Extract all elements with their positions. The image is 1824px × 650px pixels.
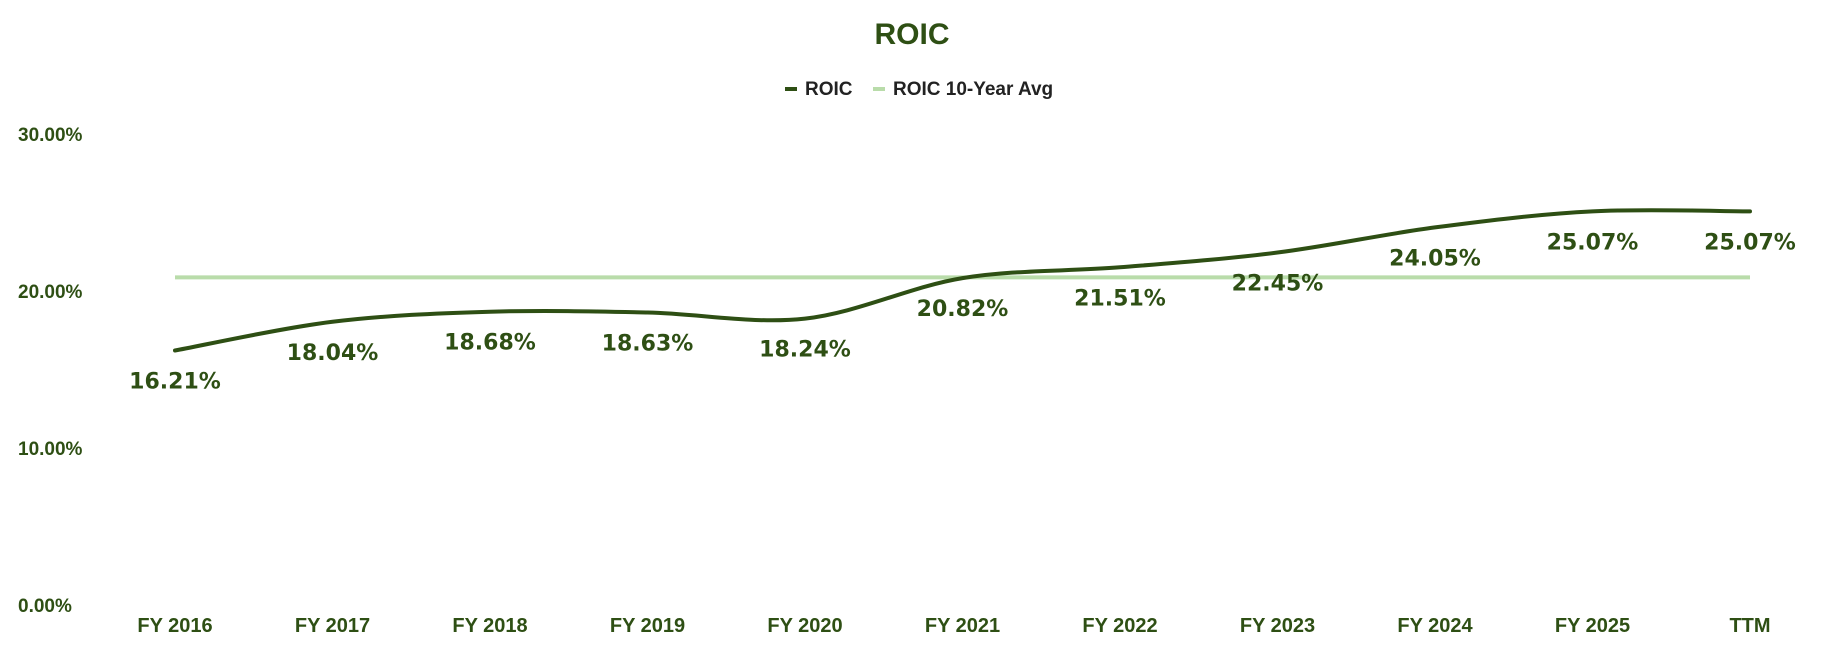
x-tick-label: FY 2020 <box>767 615 842 637</box>
y-tick-label: 30.00% <box>18 125 83 146</box>
roic-line <box>173 208 1752 353</box>
y-axis: 0.00% 10.00% 20.00% 30.00% <box>18 125 83 617</box>
roic-data-label: 18.24% <box>759 338 851 363</box>
roic-data-label: 18.63% <box>602 332 694 357</box>
x-tick-label: FY 2019 <box>610 615 685 637</box>
y-tick-label: 20.00% <box>18 282 83 303</box>
x-tick-label: FY 2016 <box>137 615 212 637</box>
roic-series-layer <box>173 208 1752 353</box>
data-labels: 16.21% 18.04% 18.68% 18.63% 18.24% 20.82% 21.5… <box>129 230 1796 394</box>
roic-data-label: 16.21% <box>129 370 221 395</box>
y-tick-label: 10.00% <box>18 439 83 460</box>
x-tick-label: FY 2022 <box>1082 615 1157 637</box>
roic-data-label: 25.07% <box>1547 230 1639 255</box>
y-tick-label: 0.00% <box>18 596 72 617</box>
legend-label-roic: ROIC <box>805 79 853 100</box>
x-tick-label: FY 2025 <box>1555 615 1630 637</box>
x-tick-label: TTM <box>1729 615 1770 637</box>
legend-label-avg: ROIC 10-Year Avg <box>893 79 1053 100</box>
roic-data-label: 24.05% <box>1389 246 1481 271</box>
roic-data-label: 20.82% <box>917 297 1009 322</box>
x-tick-label: FY 2021 <box>925 615 1000 637</box>
x-tick-label: FY 2024 <box>1397 615 1473 637</box>
roic-data-label: 18.68% <box>444 331 536 356</box>
roic-data-label: 18.04% <box>287 341 379 366</box>
x-tick-label: FY 2017 <box>295 615 370 637</box>
x-tick-label: FY 2018 <box>452 615 527 637</box>
legend: ROIC ROIC 10-Year Avg <box>785 79 1053 100</box>
roic-data-label: 25.07% <box>1704 230 1796 255</box>
x-tick-label: FY 2023 <box>1240 615 1315 637</box>
roic-data-label: 21.51% <box>1074 286 1166 311</box>
chart-title: ROIC <box>875 18 950 51</box>
roic-data-label: 22.45% <box>1232 272 1324 297</box>
x-axis: FY 2016 FY 2017 FY 2018 FY 2019 FY 2020 FY 20… <box>137 615 1770 637</box>
